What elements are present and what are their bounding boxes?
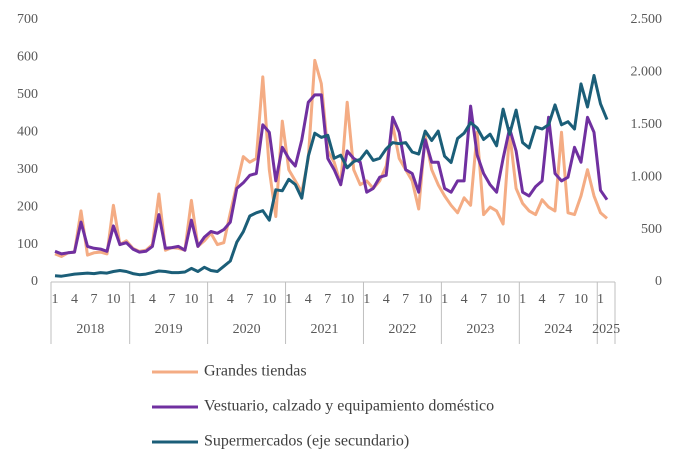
y-tick-label: 600: [17, 50, 38, 65]
x-tick-label: 4: [461, 292, 468, 307]
year-label: 2018: [76, 322, 104, 337]
x-tick-label: 4: [305, 292, 312, 307]
x-tick-label: 7: [90, 292, 97, 307]
x-tick-label: 7: [480, 292, 487, 307]
x-tick-label: 10: [106, 292, 120, 307]
y-tick-label: 700: [17, 12, 38, 27]
x-tick-label: 4: [539, 292, 546, 307]
x-tick-label: 10: [262, 292, 276, 307]
x-tick-label: 10: [574, 292, 588, 307]
year-label: 2022: [388, 322, 416, 337]
x-tick-label: 7: [402, 292, 409, 307]
x-tick-label: 1: [129, 292, 136, 307]
legend-label: Grandes tiendas: [204, 363, 307, 380]
x-tick-label: 4: [383, 292, 390, 307]
y2-tick-label: 2.500: [631, 12, 663, 27]
series-line: [54, 74, 609, 278]
x-tick-label: 1: [52, 292, 59, 307]
x-tick-label: 7: [558, 292, 565, 307]
x-tick-label: 1: [285, 292, 292, 307]
legend-label: Vestuario, calzado y equipamiento domést…: [204, 398, 494, 415]
x-tick-label: 7: [324, 292, 331, 307]
y-tick-label: 400: [17, 125, 38, 140]
year-label: 2023: [466, 322, 494, 337]
x-tick-label: 4: [71, 292, 78, 307]
x-tick-label: 1: [441, 292, 448, 307]
y-tick-label: 200: [17, 199, 38, 214]
x-tick-label: 1: [597, 292, 604, 307]
series-line: [54, 58, 608, 258]
y2-tick-label: 0: [655, 274, 662, 289]
x-tick-label: 7: [168, 292, 175, 307]
year-label: 2021: [311, 322, 339, 337]
x-tick-label: 7: [246, 292, 253, 307]
x-tick-label: 4: [227, 292, 234, 307]
y-tick-label: 0: [31, 274, 38, 289]
x-tick-label: 4: [149, 292, 156, 307]
y2-tick-label: 500: [641, 222, 662, 237]
y2-tick-label: 2.000: [631, 65, 663, 80]
x-tick-label: 10: [340, 292, 354, 307]
x-tick-label: 10: [418, 292, 432, 307]
y-tick-label: 500: [17, 87, 38, 102]
y2-tick-label: 1.000: [631, 169, 663, 184]
x-tick-label: 1: [207, 292, 214, 307]
legend-label: Supermercados (eje secundario): [204, 433, 409, 450]
y-tick-label: 100: [17, 237, 38, 252]
x-tick-label: 10: [184, 292, 198, 307]
x-tick-label: 10: [496, 292, 510, 307]
y2-tick-label: 1.500: [631, 117, 663, 132]
series-line: [54, 93, 609, 256]
x-tick-label: 1: [363, 292, 370, 307]
year-label: 2020: [233, 322, 261, 337]
year-label: 2024: [544, 322, 572, 337]
y-tick-label: 300: [17, 162, 38, 177]
year-label: 2025: [592, 322, 620, 337]
year-label: 2019: [155, 322, 183, 337]
x-tick-label: 1: [519, 292, 526, 307]
